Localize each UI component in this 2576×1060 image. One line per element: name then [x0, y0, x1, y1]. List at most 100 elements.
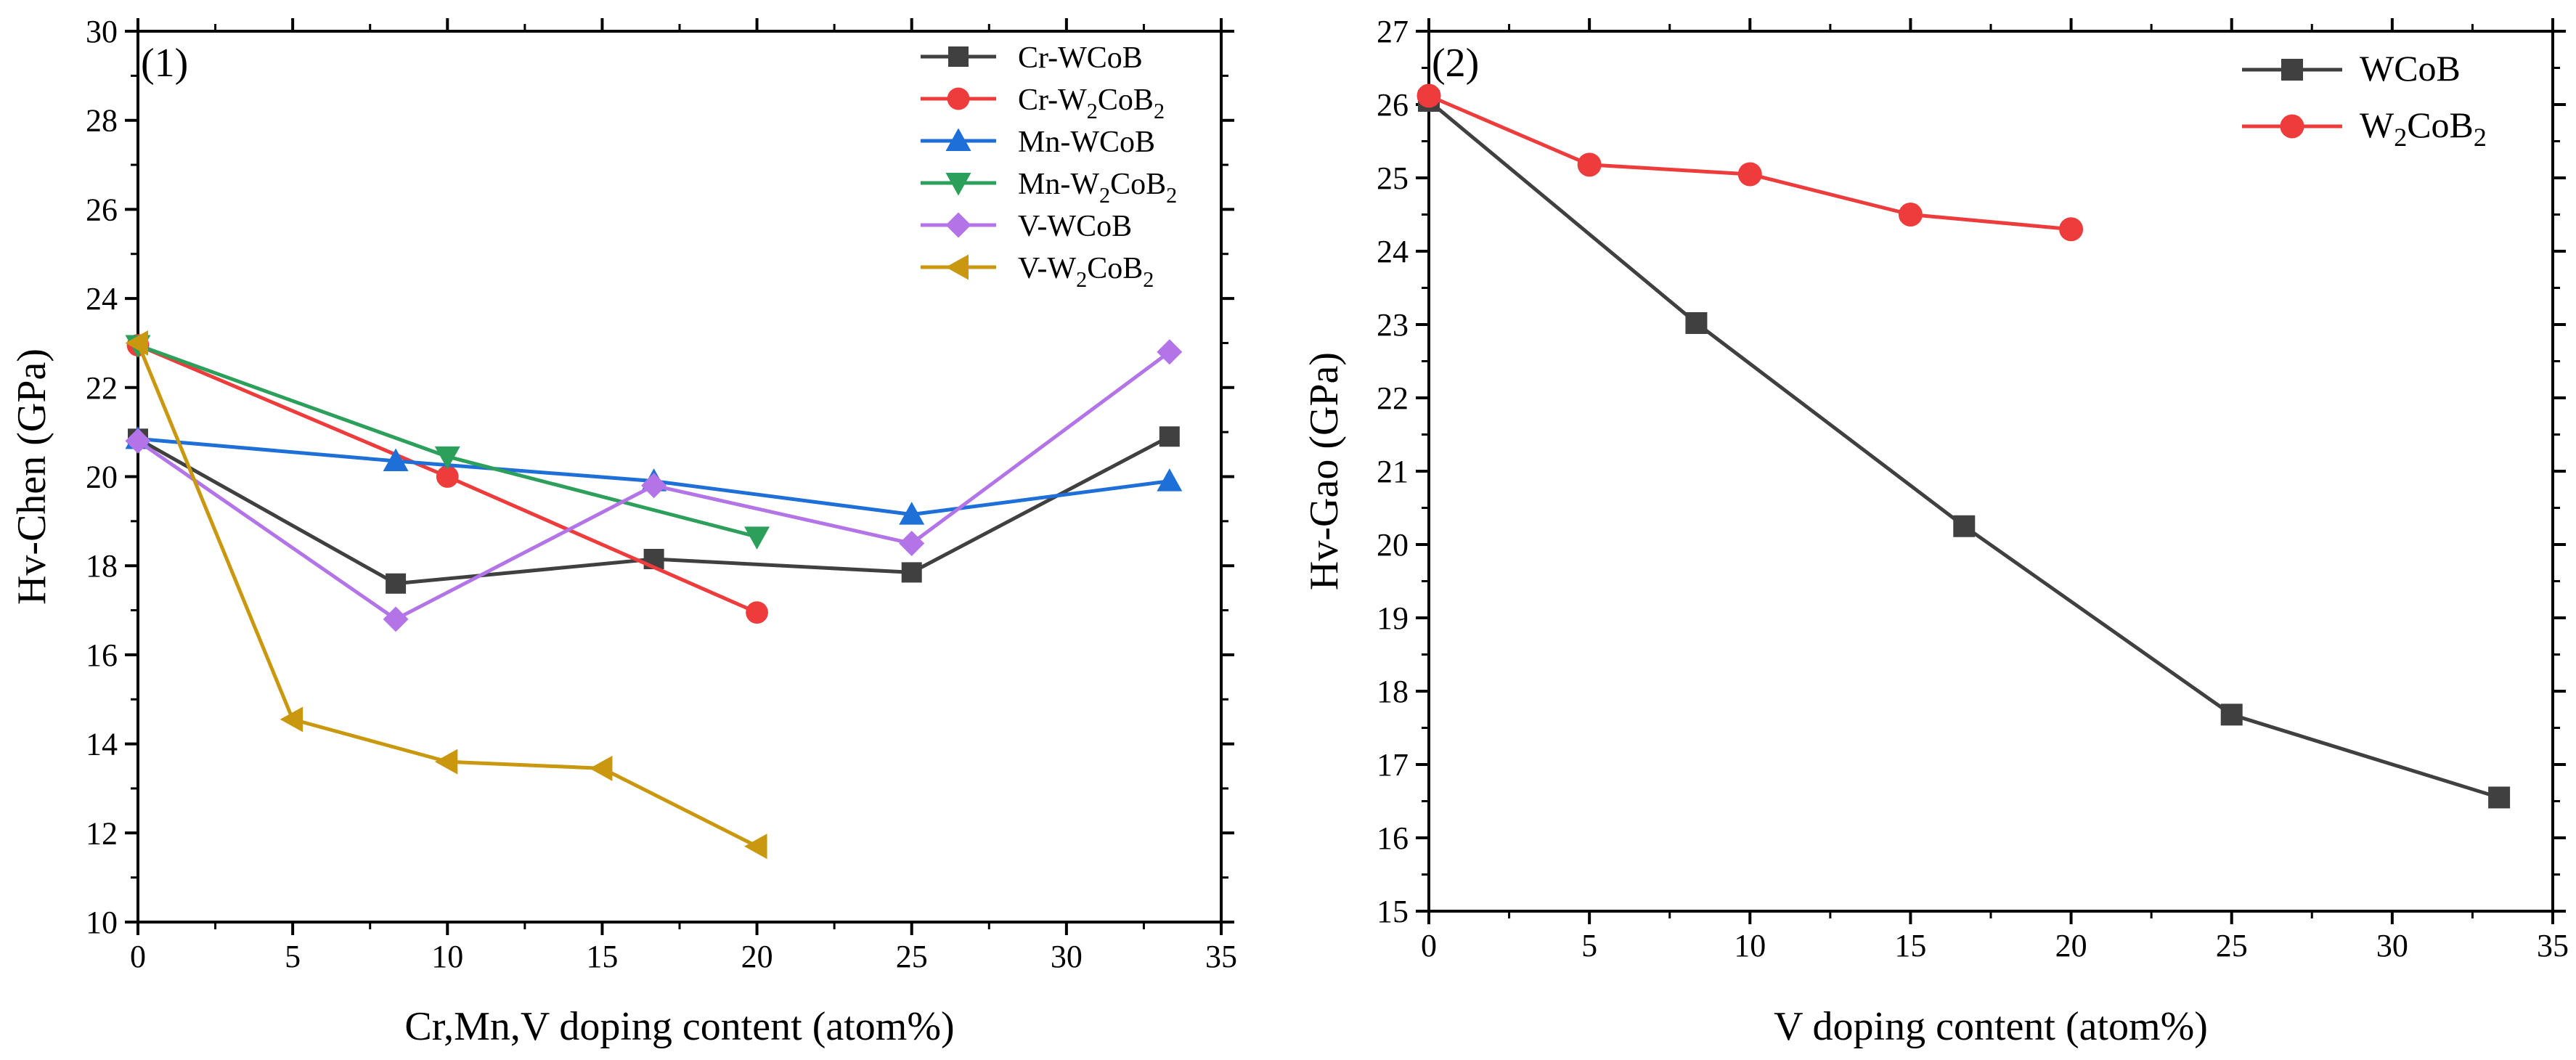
panel2-y-tick-label: 22	[1377, 380, 1409, 416]
panel1-y-axis-title: Hv-Chen (GPa)	[9, 348, 54, 605]
panel1-legend-marker	[947, 87, 970, 110]
panel2-x-tick-label: 35	[2537, 928, 2569, 963]
panel2-y-tick-label: 19	[1377, 600, 1409, 636]
panel1-x-tick-label: 35	[1205, 939, 1237, 974]
panel2-legend-label: WCoB	[2360, 48, 2461, 89]
panel1-legend-item: Mn-W2CoB2​	[921, 168, 1177, 208]
panel1-x-tick-label: 30	[1051, 939, 1083, 974]
panel1-y-tick-label: 10	[86, 905, 118, 940]
panel1-legend-item: Cr-W2CoB2​	[921, 83, 1165, 123]
panel1-series-3	[125, 335, 770, 550]
panel1-y-tick-label: 16	[86, 637, 118, 673]
panel1-y-tick-label: 14	[86, 727, 118, 762]
panel1-data-point	[899, 531, 925, 557]
panel2-x-tick-label: 0	[1421, 928, 1437, 963]
panel2-legend-marker	[2281, 59, 2303, 81]
panel1-data-point	[744, 526, 770, 550]
panel2-y-tick-label: 24	[1377, 234, 1409, 269]
panel1-data-point	[436, 465, 459, 488]
panel2-legend-label: W2CoB2​	[2360, 105, 2487, 152]
panel2-legend-marker	[2280, 114, 2304, 139]
panel2-series-line	[1427, 99, 2500, 799]
panel1-legend-label: Mn-WCoB	[1018, 126, 1155, 159]
panel1-data-point	[125, 330, 148, 356]
panel1-x-tick-label: 15	[586, 939, 618, 974]
panel2-x-tick-label: 20	[2055, 928, 2087, 963]
panel2-x-tick-label: 5	[1581, 928, 1597, 963]
panel1-data-point	[383, 606, 409, 632]
panel2-y-axis-title: Hv-Gao (GPa)	[1302, 352, 1347, 590]
panel1-y-tick-label: 24	[86, 281, 118, 317]
panel2-data-point	[2220, 704, 2243, 726]
panel2-x-tick-label: 30	[2376, 928, 2408, 963]
panel1-plot-frame	[136, 30, 1223, 924]
panel1-data-point	[746, 601, 768, 624]
panel2-data-point	[1577, 152, 1602, 177]
panel2-series-1	[1417, 83, 2084, 242]
panel2-legend: WCoB W2CoB2​	[2242, 48, 2487, 152]
panel1-legend-label: Cr-W2CoB2​	[1018, 83, 1165, 123]
panel1-data-point	[386, 573, 407, 594]
panel1-series-line	[136, 342, 758, 848]
panel1-data-point	[901, 562, 922, 583]
panel1-x-tick-label: 5	[285, 939, 301, 974]
panel2-legend-item: WCoB	[2242, 48, 2461, 89]
panel2-data-point	[1685, 311, 1708, 334]
panel1-x-tick-label: 20	[741, 939, 773, 974]
panel2-y-tick-label: 20	[1377, 527, 1409, 563]
panel1-data-point	[280, 706, 303, 733]
panel1-data-point	[383, 448, 409, 472]
panel1-data-point	[1159, 426, 1180, 447]
panel1-x-axis-title: Cr,Mn,V doping content (atom%)	[404, 1004, 954, 1049]
chart-panel-1: 0 5 10 15 20 25 30 35 10 12 14 16 18 20 22 24 26 28 30 Cr,M…	[9, 14, 1237, 1049]
panel2-series-0	[1418, 89, 2511, 809]
panel1-legend-marker	[945, 212, 971, 238]
panel1-data-point	[434, 446, 460, 470]
panel2-x-tick-label: 15	[1894, 928, 1926, 963]
panel1-legend-marker	[945, 173, 971, 196]
panel2-y-tick-label: 15	[1377, 894, 1409, 929]
panel2-data-point	[1953, 515, 1976, 537]
panel2-y-tick-label: 18	[1377, 674, 1409, 709]
panel1-series-5	[125, 330, 767, 860]
panel1-data-point	[125, 428, 151, 454]
panel1-legend-label: Mn-W2CoB2​	[1018, 168, 1177, 208]
panel2-y-tick-label: 25	[1377, 160, 1409, 196]
panel1-x-tick-label: 25	[896, 939, 928, 974]
panel2-data-point	[2488, 786, 2511, 809]
panel2-y-tick-label: 16	[1377, 820, 1409, 856]
panel1-label: (1)	[141, 41, 188, 86]
panel1-data-point	[589, 755, 613, 781]
panel2-data-point	[1417, 83, 1441, 108]
panel2-x-tick-label: 10	[1734, 928, 1766, 963]
panel2-y-tick-label: 23	[1377, 307, 1409, 343]
panel1-legend-marker	[945, 128, 971, 151]
panel1-y-tick-label: 20	[86, 460, 118, 495]
panel1-data-point	[641, 473, 667, 499]
panel2-y-tick-label: 21	[1377, 454, 1409, 489]
panel1-y-tick-label: 22	[86, 370, 118, 406]
panel1-legend-marker	[948, 46, 969, 67]
panel1-legend-item: V-W2CoB2​	[921, 252, 1154, 292]
panel1-y-tick-label: 26	[86, 192, 118, 227]
panel1-data-point	[1157, 339, 1183, 365]
panel1-legend-label: V-WCoB	[1018, 210, 1132, 243]
panel1-legend: Cr-WCoB Cr-W2CoB2​Mn-WCoB Mn-W2CoB2​V-WCoB…	[921, 41, 1177, 292]
panel1-legend-marker	[945, 254, 969, 280]
panel1-data-point	[744, 833, 767, 860]
panel1-series-4	[125, 339, 1183, 632]
panel1-y-tick-label: 30	[86, 14, 118, 49]
panel1-x-tick-label: 10	[431, 939, 463, 974]
panel1-data-point	[434, 749, 458, 775]
panel1-y-tick-label: 12	[86, 815, 118, 851]
panel1-y-tick-label: 18	[86, 548, 118, 584]
panel2-x-axis-title: V doping content (atom%)	[1774, 1004, 2208, 1049]
panel2-data-point	[1898, 203, 1923, 227]
panel2-x-tick-label: 25	[2216, 928, 2248, 963]
panel1-y-tick-label: 28	[86, 103, 118, 139]
panel1-legend-label: Cr-WCoB	[1018, 41, 1143, 75]
panel1-x-tick-label: 0	[130, 939, 146, 974]
panel1-series-line	[137, 343, 758, 539]
panel1-legend-item: V-WCoB	[921, 210, 1132, 243]
